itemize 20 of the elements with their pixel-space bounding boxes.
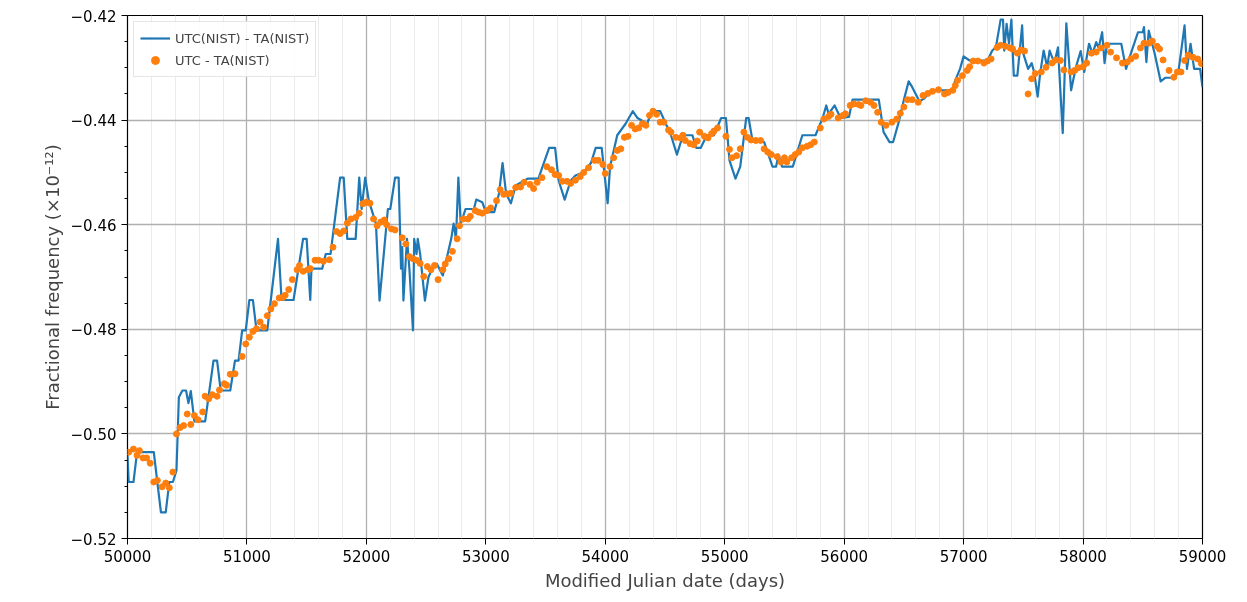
x-tick-label: 53000 [461, 547, 510, 566]
y-tick-label: −0.44 [70, 112, 117, 131]
x-tick-label: 50000 [103, 547, 152, 566]
x-tick-label: 51000 [223, 547, 271, 566]
x-tick-label: 54000 [581, 547, 630, 566]
x-tick-label: 55000 [700, 547, 749, 566]
y-tick-label: −0.50 [70, 425, 117, 444]
x-tick-label: 59000 [1178, 547, 1227, 566]
y-tick-label: −0.52 [70, 530, 117, 549]
x-tick-label: 52000 [342, 547, 391, 566]
y-tick-label: −0.48 [70, 321, 117, 340]
x-tick-label: 56000 [820, 547, 869, 566]
legend-label: UTC(NIST) - TA(NIST) [175, 30, 310, 46]
legend-label: UTC - TA(NIST) [175, 52, 270, 68]
y-tick-label: −0.46 [70, 216, 117, 235]
x-tick-label: 57000 [939, 547, 988, 566]
x-tick-label: 58000 [1059, 547, 1107, 566]
y-tick-label: −0.42 [70, 7, 117, 26]
x-axis-title: Modified Julian date (days) [544, 569, 786, 591]
y-axis-title: Fractional frequency (×10⁻¹²) [41, 144, 63, 410]
